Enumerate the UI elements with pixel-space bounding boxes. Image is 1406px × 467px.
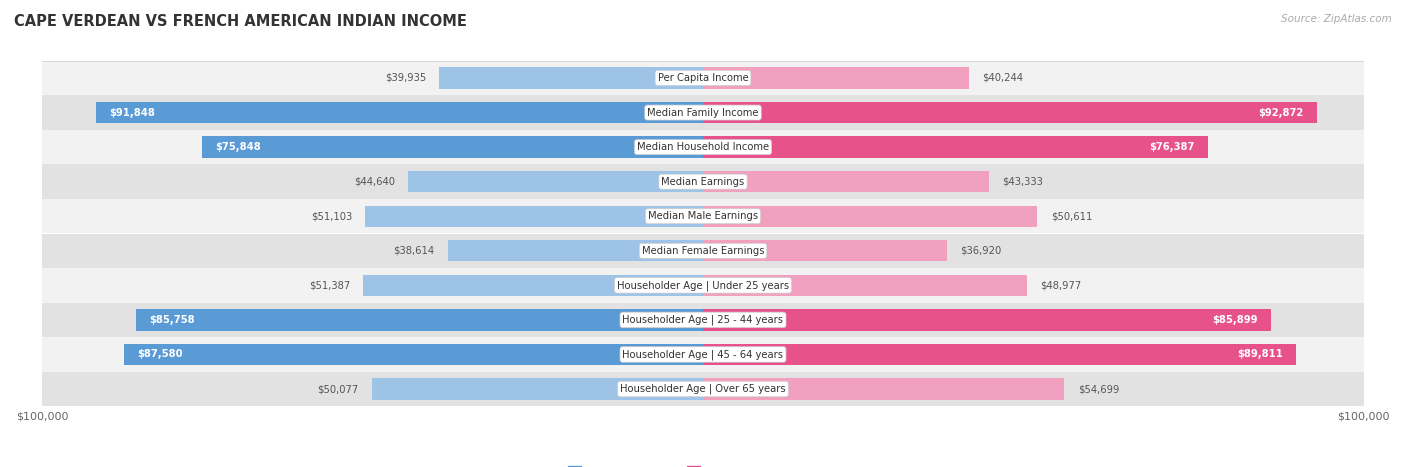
Bar xyxy=(42,199,1364,234)
Text: $50,611: $50,611 xyxy=(1050,211,1092,221)
Text: Householder Age | 25 - 44 years: Householder Age | 25 - 44 years xyxy=(623,315,783,325)
Text: Householder Age | 45 - 64 years: Householder Age | 45 - 64 years xyxy=(623,349,783,360)
Bar xyxy=(703,240,948,262)
Bar xyxy=(703,205,1038,227)
Text: Per Capita Income: Per Capita Income xyxy=(658,73,748,83)
Text: $92,872: $92,872 xyxy=(1258,107,1303,118)
Text: $48,977: $48,977 xyxy=(1040,280,1081,290)
Text: $50,077: $50,077 xyxy=(318,384,359,394)
Text: $39,935: $39,935 xyxy=(385,73,426,83)
Bar xyxy=(449,240,703,262)
Bar xyxy=(42,303,1364,337)
Bar xyxy=(42,130,1364,164)
Bar xyxy=(703,344,1296,365)
Text: Median Household Income: Median Household Income xyxy=(637,142,769,152)
Bar xyxy=(124,344,703,365)
Bar xyxy=(703,67,969,89)
Bar xyxy=(408,171,703,192)
Bar xyxy=(42,372,1364,406)
Text: $54,699: $54,699 xyxy=(1077,384,1119,394)
Text: $36,920: $36,920 xyxy=(960,246,1001,256)
Bar xyxy=(42,234,1364,268)
Text: Median Female Earnings: Median Female Earnings xyxy=(641,246,765,256)
Text: Median Male Earnings: Median Male Earnings xyxy=(648,211,758,221)
Text: Median Earnings: Median Earnings xyxy=(661,177,745,187)
Text: $87,580: $87,580 xyxy=(138,349,183,360)
Text: $51,103: $51,103 xyxy=(311,211,352,221)
Text: $38,614: $38,614 xyxy=(394,246,434,256)
Bar xyxy=(703,136,1208,158)
Bar xyxy=(42,164,1364,199)
Text: Householder Age | Over 65 years: Householder Age | Over 65 years xyxy=(620,384,786,394)
Bar xyxy=(96,102,703,123)
Text: $43,333: $43,333 xyxy=(1002,177,1043,187)
Bar xyxy=(42,95,1364,130)
Bar xyxy=(42,268,1364,303)
Text: $85,899: $85,899 xyxy=(1212,315,1257,325)
Text: $76,387: $76,387 xyxy=(1149,142,1195,152)
Bar xyxy=(703,171,990,192)
Bar xyxy=(202,136,703,158)
Text: $85,758: $85,758 xyxy=(149,315,195,325)
Bar xyxy=(366,205,703,227)
Text: $89,811: $89,811 xyxy=(1237,349,1284,360)
Bar xyxy=(373,378,703,400)
Text: $91,848: $91,848 xyxy=(110,107,155,118)
Bar xyxy=(42,61,1364,95)
Bar xyxy=(703,378,1064,400)
Text: $51,387: $51,387 xyxy=(309,280,350,290)
Text: Householder Age | Under 25 years: Householder Age | Under 25 years xyxy=(617,280,789,290)
Text: $44,640: $44,640 xyxy=(354,177,395,187)
Bar xyxy=(439,67,703,89)
Text: $40,244: $40,244 xyxy=(983,73,1024,83)
Bar xyxy=(703,309,1271,331)
Bar xyxy=(42,337,1364,372)
Text: $75,848: $75,848 xyxy=(215,142,260,152)
Bar xyxy=(363,275,703,296)
Bar xyxy=(703,102,1316,123)
Text: Source: ZipAtlas.com: Source: ZipAtlas.com xyxy=(1281,14,1392,24)
Text: CAPE VERDEAN VS FRENCH AMERICAN INDIAN INCOME: CAPE VERDEAN VS FRENCH AMERICAN INDIAN I… xyxy=(14,14,467,29)
Bar xyxy=(136,309,703,331)
Text: Median Family Income: Median Family Income xyxy=(647,107,759,118)
Bar xyxy=(703,275,1026,296)
